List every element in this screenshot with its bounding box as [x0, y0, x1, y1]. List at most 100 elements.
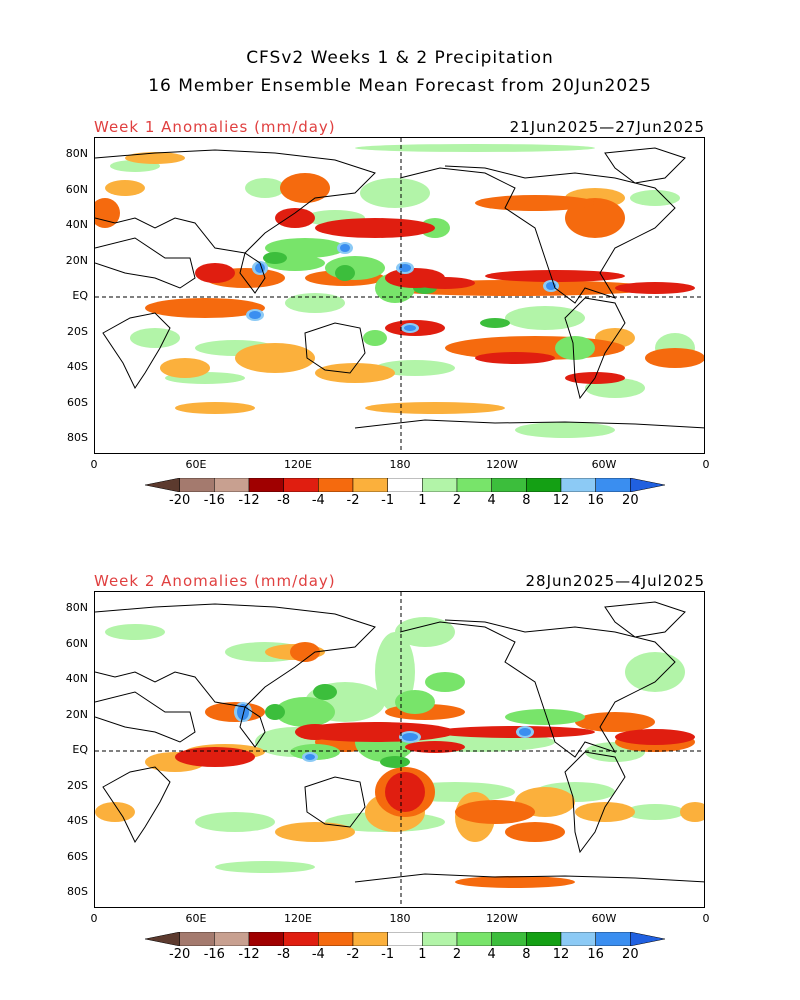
colorbar-tick-label: -12 [238, 493, 260, 508]
dry-anomaly-strong [315, 218, 435, 238]
wet-anomaly-extreme [404, 325, 416, 331]
colorbar-tick-label: 2 [452, 947, 462, 962]
colorbar-segment [248, 931, 284, 947]
dry-anomaly-moderate [475, 195, 595, 211]
dry-anomaly-moderate [280, 173, 330, 203]
dry-anomaly-strong [275, 208, 315, 228]
wet-anomaly-moderate [275, 697, 335, 727]
wet-anomaly-light [105, 624, 165, 640]
colorbar-svg [144, 931, 666, 947]
colorbar-tick-label: -16 [203, 947, 225, 962]
dry-anomaly-strong [295, 724, 335, 740]
week1-anomaly-map [94, 137, 705, 454]
colorbar-tick-label: -8 [277, 493, 291, 508]
colorbar-segment [422, 931, 458, 947]
coastline [604, 601, 686, 638]
latitude-tick-label: 60N [65, 636, 88, 650]
week1-panel-label: Week 1 Anomalies (mm/day) [94, 118, 336, 136]
latitude-tick-label: 40S [67, 360, 88, 373]
longitude-tick-label: 120E [284, 912, 312, 925]
chart-title-line1: CFSv2 Weeks 1 & 2 Precipitation [246, 48, 554, 68]
colorbar-tick-label: -2 [346, 493, 360, 508]
dry-anomaly-light [160, 358, 210, 378]
dry-anomaly-light [95, 802, 135, 822]
latitude-tick-label: 40S [67, 814, 88, 827]
colorbar-tick-label: 8 [522, 947, 531, 962]
dry-anomaly-light [125, 152, 185, 164]
colorbar-segment [630, 931, 666, 947]
latitude-tick-label: EQ [72, 289, 88, 302]
colorbar-segment [595, 477, 631, 493]
colorbar-tick-label: -12 [238, 947, 260, 962]
wet-anomaly-light [130, 328, 180, 348]
colorbar-segment [491, 477, 527, 493]
wet-anomaly-strong [480, 318, 510, 328]
wet-anomaly-moderate [395, 690, 435, 714]
colorbar-segment [248, 477, 284, 493]
coastline [239, 706, 266, 748]
wet-anomaly-light [195, 812, 275, 832]
coastline [354, 419, 704, 429]
colorbar-tick-label: 20 [622, 947, 639, 962]
week1-colorbar [144, 477, 666, 493]
dry-anomaly-moderate [505, 822, 565, 842]
wet-anomaly-strong [265, 704, 285, 720]
wet-anomaly-light [625, 652, 685, 692]
coastline [564, 297, 626, 400]
longitude-tick-label: 60W [591, 912, 617, 925]
longitude-tick-label: 0 [90, 912, 98, 925]
wet-anomaly-light [505, 306, 585, 330]
coastline [102, 766, 171, 844]
longitude-tick-label: 0 [90, 458, 98, 471]
coastline [399, 165, 676, 304]
colorbar-segment [352, 477, 388, 493]
dry-anomaly-strong [615, 729, 695, 745]
colorbar-segment [214, 477, 250, 493]
wet-anomaly-light [355, 144, 595, 152]
colorbar-tick-label: 4 [487, 947, 496, 962]
coastline [95, 237, 196, 289]
colorbar-tick-label: 16 [587, 493, 604, 508]
dry-anomaly-moderate [455, 800, 535, 824]
colorbar-tick-label: 1 [418, 493, 427, 508]
dry-anomaly-moderate [95, 198, 120, 228]
colorbar-tick-label: -2 [346, 947, 360, 962]
latitude-tick-label: 20N [65, 253, 88, 267]
colorbar-tick-label: -20 [169, 493, 191, 508]
latitude-tick-label: 80N [65, 147, 88, 160]
dry-anomaly-strong [405, 741, 465, 753]
wet-anomaly-light [630, 190, 680, 206]
latitude-tick-label: 20S [67, 324, 88, 338]
wet-anomaly-moderate [265, 238, 345, 258]
colorbar-segment [560, 931, 596, 947]
wet-anomaly-moderate [363, 330, 387, 346]
colorbar-segment [422, 477, 458, 493]
wet-anomaly-extreme [402, 733, 418, 741]
week2-anomaly-map [94, 591, 705, 908]
colorbar-segment [318, 477, 354, 493]
dry-anomaly-moderate [290, 642, 320, 662]
wet-anomaly-light [395, 617, 455, 647]
longitude-tick-label: 120W [486, 912, 518, 925]
dry-anomaly-strong [415, 277, 475, 289]
wet-anomaly-light [625, 804, 685, 820]
wet-anomaly-light [285, 293, 345, 313]
dry-anomaly-moderate [575, 712, 655, 732]
colorbar-tick-label: -8 [277, 947, 291, 962]
dry-anomaly-moderate [645, 348, 704, 368]
dry-anomaly-light [680, 802, 704, 822]
dry-anomaly-light [105, 180, 145, 196]
wet-anomaly-light [245, 178, 285, 198]
map-canvas [95, 138, 704, 453]
coastline [564, 751, 626, 854]
colorbar-segment [352, 931, 388, 947]
week2-date-range: 28Jun2025—4Jul2025 [525, 572, 705, 590]
wet-anomaly-light [215, 861, 315, 873]
coastline [354, 873, 704, 883]
wet-anomaly-strong [313, 684, 337, 700]
wet-anomaly-moderate [425, 672, 465, 692]
week2-panel-label: Week 2 Anomalies (mm/day) [94, 572, 336, 590]
latitude-tick-label: 40N [65, 672, 88, 685]
map-canvas [95, 592, 704, 907]
colorbar-tick-label: 4 [487, 493, 496, 508]
